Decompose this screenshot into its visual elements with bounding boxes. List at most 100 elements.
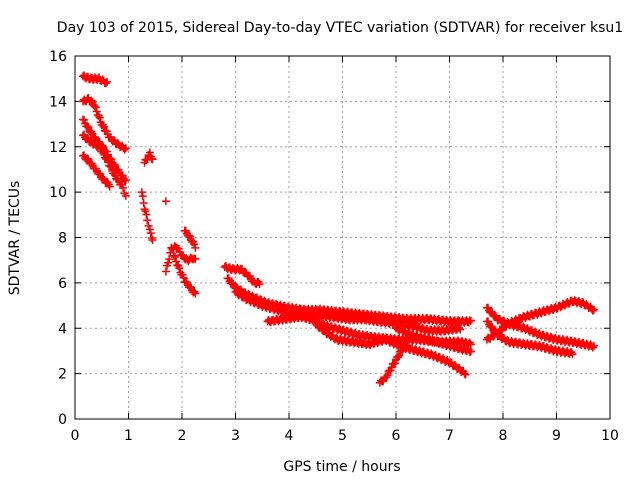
data-point (255, 280, 264, 289)
data-marks (79, 71, 598, 387)
x-tick-label: 0 (71, 428, 80, 444)
data-point (184, 231, 193, 240)
data-point (84, 123, 93, 132)
x-tick-label: 9 (552, 428, 561, 444)
data-point (121, 176, 130, 185)
data-point (101, 78, 110, 87)
data-point (190, 240, 199, 249)
y-tick-label: 14 (49, 94, 67, 110)
y-axis-label: SDTVAR / TECUs (7, 181, 23, 296)
y-tick-label: 2 (58, 367, 67, 383)
data-point (172, 257, 181, 266)
data-point (95, 141, 104, 150)
data-point (466, 340, 475, 349)
data-point (91, 103, 100, 112)
plot-frame (74, 55, 611, 420)
data-point (90, 102, 99, 111)
data-point (402, 341, 411, 350)
data-point (94, 111, 103, 120)
y-tick-label: 0 (58, 412, 67, 428)
series-track-o (263, 309, 465, 336)
data-point (466, 347, 475, 356)
data-point (466, 316, 475, 325)
x-tick-label: 8 (499, 428, 508, 444)
data-point (589, 341, 598, 350)
x-axis-label: GPS time / hours (283, 459, 400, 475)
data-point (107, 163, 116, 172)
data-point (140, 205, 149, 214)
data-point (145, 148, 154, 157)
data-point (121, 191, 130, 200)
data-point (103, 77, 112, 86)
series-track-f (137, 188, 157, 244)
x-tick-label: 1 (124, 428, 133, 444)
data-point (95, 113, 104, 122)
data-point (383, 371, 392, 380)
data-point (80, 115, 89, 124)
data-point (87, 96, 96, 105)
data-point (191, 289, 200, 298)
data-point (175, 264, 184, 273)
data-point (106, 162, 115, 171)
data-point (455, 323, 464, 332)
data-point (105, 182, 114, 191)
data-point (142, 210, 151, 219)
data-point (121, 144, 130, 153)
data-point (139, 199, 148, 208)
data-point (588, 343, 597, 352)
x-tick-label: 5 (338, 428, 347, 444)
series-track-k (180, 226, 200, 252)
data-point (145, 225, 154, 234)
data-point (164, 258, 173, 267)
series-track-g (140, 148, 157, 167)
data-point (588, 306, 597, 315)
data-point (191, 254, 200, 263)
data-point (99, 122, 108, 131)
data-point (161, 197, 170, 206)
x-tick-label: 3 (231, 428, 240, 444)
data-point (179, 273, 188, 282)
data-point (186, 232, 195, 241)
series-track-d (79, 130, 130, 200)
data-point (589, 305, 598, 314)
data-point (190, 287, 199, 296)
series-track-p (311, 319, 470, 379)
data-point (83, 122, 92, 131)
data-point (99, 174, 108, 183)
series-track-q (375, 341, 411, 387)
series-track-j (169, 251, 200, 298)
data-point (119, 184, 128, 193)
data-point (487, 322, 496, 331)
data-point (460, 369, 469, 378)
data-point (228, 278, 237, 287)
data-point (165, 255, 174, 264)
y-tick-label: 4 (58, 321, 67, 337)
data-point (148, 155, 157, 164)
series-track-a (79, 71, 112, 88)
y-tick-label: 12 (49, 140, 67, 156)
data-point (171, 253, 180, 262)
data-point (191, 243, 200, 252)
data-point (169, 251, 178, 260)
series-track-h (161, 197, 170, 206)
data-point (395, 351, 404, 360)
chart-title: Day 103 of 2015, Sidereal Day-to-day VTE… (57, 20, 623, 36)
data-point (92, 107, 101, 116)
data-point (456, 325, 465, 334)
data-point (144, 221, 153, 230)
series-track-u (482, 317, 577, 359)
data-point (143, 216, 152, 225)
data-point (99, 149, 108, 158)
x-tick-label: 7 (445, 428, 454, 444)
y-tick-label: 6 (58, 276, 67, 292)
data-point (138, 192, 147, 201)
data-point (394, 353, 403, 362)
data-point (465, 338, 474, 347)
series-track-i (161, 242, 200, 276)
x-tick-label: 6 (392, 428, 401, 444)
y-tick-label: 10 (49, 185, 67, 201)
data-point (461, 370, 470, 379)
series-track-l (220, 261, 264, 289)
